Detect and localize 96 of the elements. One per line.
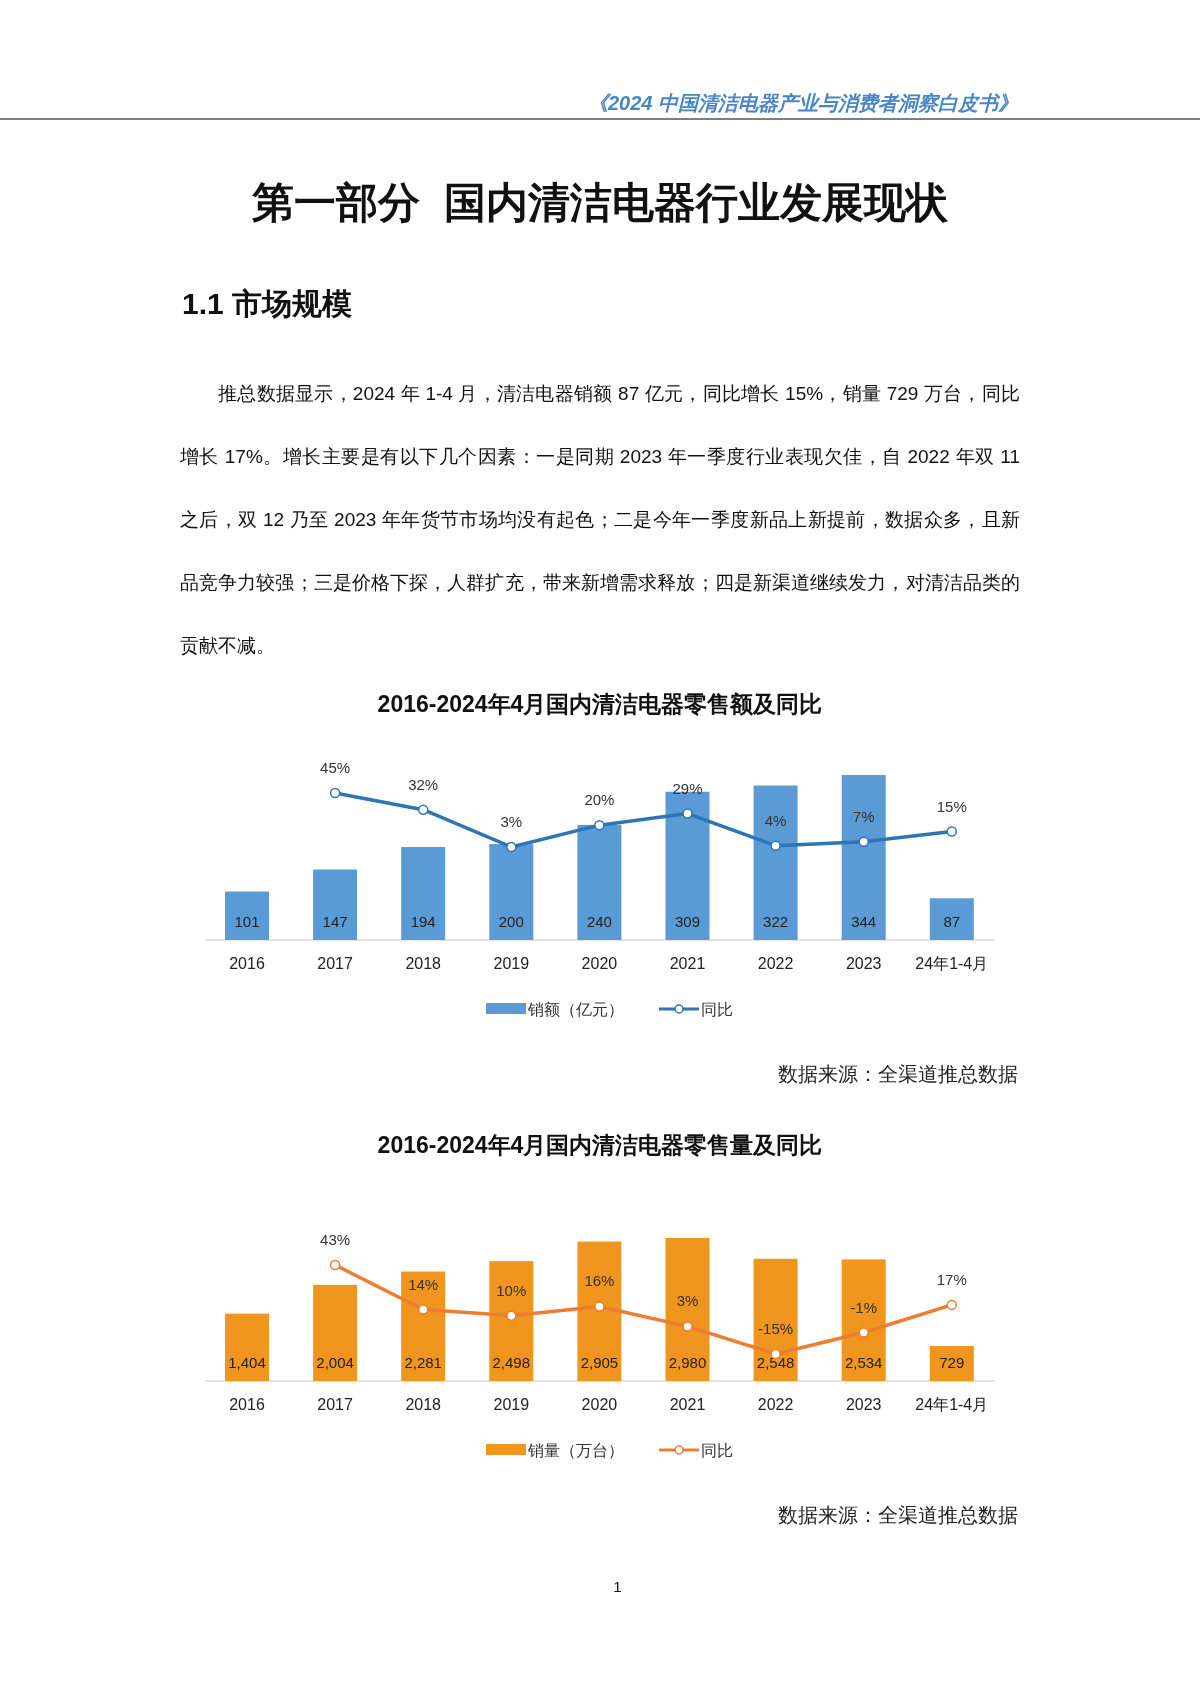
bar <box>577 824 622 940</box>
x-tick-label: 2021 <box>669 1396 706 1413</box>
data-label: 147 <box>322 913 348 930</box>
x-tick-label: 2019 <box>493 955 530 972</box>
point <box>506 1310 517 1321</box>
point <box>417 804 429 815</box>
data-label: 10% <box>496 1281 527 1299</box>
bar <box>841 775 886 940</box>
data-label: 3% <box>500 813 523 830</box>
data-label: 322 <box>763 913 789 930</box>
x-tick-label: 2018 <box>405 1396 442 1413</box>
data-label: 344 <box>851 913 877 930</box>
bar <box>841 1259 886 1381</box>
x-tick-label: 2021 <box>669 955 706 972</box>
data-label: 14% <box>408 1275 439 1293</box>
data-label: 101 <box>234 913 260 930</box>
x-tick-label: 2018 <box>405 955 442 972</box>
point <box>682 808 693 819</box>
point <box>594 1301 605 1312</box>
text: 第一部分 国内清洁电器行业发展现状 <box>251 178 949 228</box>
text: 1.1 市场规模 <box>182 286 353 322</box>
bar <box>577 1241 622 1381</box>
bar <box>225 1313 269 1381</box>
x-tick-label: 2016 <box>229 1396 265 1413</box>
x-tick-label: 2020 <box>581 1396 618 1413</box>
legend-label: 销量（万台） <box>527 1442 624 1459</box>
x-tick-label: 2017 <box>317 955 353 972</box>
data-label: 2,534 <box>844 1354 883 1371</box>
point <box>858 836 869 848</box>
data-label: 4% <box>764 811 787 829</box>
x-tick-label: 2022 <box>757 1396 794 1413</box>
data-label: 2,980 <box>668 1354 707 1371</box>
data-label: 16% <box>584 1272 615 1290</box>
data-label: 2,281 <box>404 1354 442 1371</box>
chart-title: 2016-2024年4月国内清洁电器零售额及同比 <box>377 691 823 717</box>
x-tick-label: 2017 <box>317 1396 353 1413</box>
data-label: 32% <box>408 775 439 793</box>
data-label: 43% <box>320 1231 351 1248</box>
data-label: 2,548 <box>756 1354 795 1371</box>
source-note: 数据来源：全渠道推总数据 <box>778 1063 1018 1085</box>
data-label: 7% <box>852 807 875 825</box>
bar <box>489 844 534 940</box>
point <box>417 1304 429 1315</box>
data-label: 45% <box>320 759 351 776</box>
point <box>946 1299 958 1311</box>
data-label: 2,004 <box>316 1354 354 1371</box>
chart-title: 2016-2024年4月国内清洁电器零售量及同比 <box>377 1132 823 1158</box>
point <box>329 787 341 799</box>
legend-label: 销额（亿元） <box>527 1001 624 1018</box>
data-label: 2,498 <box>492 1354 531 1371</box>
data-label: -1% <box>850 1298 878 1316</box>
data-label: 20% <box>584 791 615 809</box>
x-tick-label: 2019 <box>493 1396 530 1413</box>
data-label: 2,905 <box>580 1354 619 1371</box>
data-label: -15% <box>758 1320 794 1337</box>
data-label: 200 <box>498 913 524 930</box>
data-label: 194 <box>410 913 436 930</box>
data-label: 309 <box>674 913 701 930</box>
data-label: 15% <box>936 797 967 815</box>
x-tick-label: 2023 <box>845 1396 882 1413</box>
data-label: 1,404 <box>228 1354 266 1371</box>
point <box>682 1321 693 1332</box>
x-tick-label: 2023 <box>845 955 882 972</box>
legend-label: 同比 <box>701 1001 733 1018</box>
x-tick-label: 24年1-4月 <box>915 955 989 972</box>
bar <box>929 898 974 940</box>
point <box>329 1259 341 1271</box>
point <box>858 1327 869 1338</box>
bar <box>665 1238 710 1381</box>
bar <box>753 785 798 940</box>
point <box>770 840 781 851</box>
point <box>594 819 605 831</box>
source-note: 数据来源：全渠道推总数据 <box>778 1504 1018 1526</box>
point <box>946 826 958 837</box>
data-label: 729 <box>939 1354 965 1371</box>
data-label: 240 <box>586 913 612 930</box>
x-tick-label: 2020 <box>581 955 618 972</box>
bar <box>225 891 269 940</box>
bar <box>489 1261 534 1381</box>
data-label: 17% <box>936 1270 967 1288</box>
point <box>506 841 517 853</box>
data-label: 87 <box>943 913 961 930</box>
x-tick-label: 24年1-4月 <box>915 1396 989 1413</box>
bar <box>313 869 358 940</box>
text: 《2024 中国清洁电器产业与消费者洞察白皮书》 <box>587 91 1018 116</box>
x-tick-label: 2016 <box>229 955 265 972</box>
bar <box>401 846 446 940</box>
text: 1 <box>612 1578 623 1595</box>
data-label: 3% <box>676 1292 699 1310</box>
legend-label: 同比 <box>701 1442 733 1459</box>
x-tick-label: 2022 <box>757 955 794 972</box>
bar <box>313 1284 358 1381</box>
bar <box>401 1271 446 1381</box>
text: 推总数据显示，2024 年 1-4 月，清洁电器销额 87 亿元，同比增长 15%，销量 729 万台，同比增长 17%。增长主要是有以下几个因素：一是同期 2023 年一季度行业表现欠佳，自 2022 年双 11 之后，双 12 乃至 2023 年年货节市场均没有起色；二是今年一季度新品上新提前，数据众多，且新品竞争力较强；三是价格下探，人群扩充，带来新增需求释放；四是新渠道继续发力，对清洁品类的贡献不减。 <box>180 383 1020 656</box>
bar <box>929 1346 974 1381</box>
bar <box>753 1258 798 1381</box>
